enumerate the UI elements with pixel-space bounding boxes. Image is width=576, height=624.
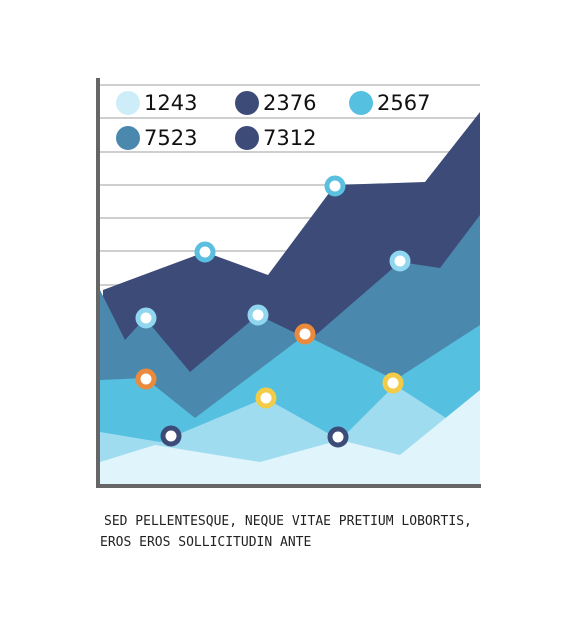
areas	[100, 112, 480, 485]
legend-label: 1243	[144, 91, 197, 115]
legend-label: 7312	[263, 126, 316, 150]
axes	[96, 78, 481, 488]
legend-label: 2567	[377, 91, 430, 115]
legend-swatch	[349, 91, 373, 115]
legend-swatch	[116, 126, 140, 150]
caption-line: SED PELLENTESQUE, NEQUE VITAE PRETIUM LO…	[104, 514, 472, 529]
legend-label: 7523	[144, 126, 197, 150]
legend-label: 2376	[263, 91, 316, 115]
legend-swatch	[116, 91, 140, 115]
legend-swatch	[235, 91, 259, 115]
legend: 1243 2376 2567 7523 7312	[116, 91, 430, 150]
legend-swatch	[235, 126, 259, 150]
markers	[135, 175, 411, 448]
caption-line: EROS EROS SOLLICITUDIN ANTE	[100, 535, 311, 550]
